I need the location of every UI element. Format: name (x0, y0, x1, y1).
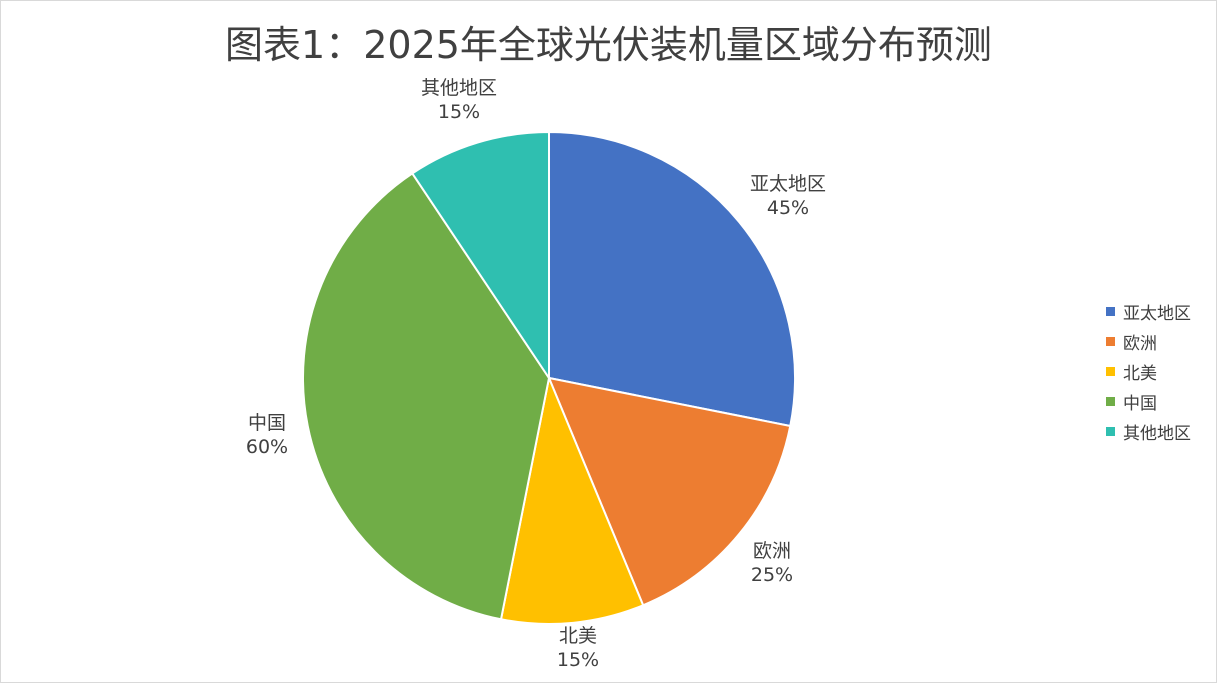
legend-item: 北美 (1106, 356, 1216, 386)
legend-swatch (1106, 336, 1115, 346)
pie-slice-3 (499, 374, 645, 625)
slice-category-label: 北美 (559, 625, 597, 647)
slice-value-label: 60% (246, 436, 288, 458)
slice-category-label: 亚太地区 (750, 173, 826, 195)
legend-swatch (1106, 396, 1115, 406)
legend-label: 欧洲 (1123, 333, 1157, 354)
slice-category-label: 欧洲 (753, 540, 791, 562)
slice-category-label: 其他地区 (421, 77, 497, 99)
legend-item: 中国 (1106, 386, 1216, 416)
pie-slice-1 (548, 130, 796, 428)
legend-label: 中国 (1123, 393, 1157, 414)
slice-value-label: 15% (557, 649, 599, 671)
pie-slice-2 (547, 376, 792, 607)
slice-category-label: 中国 (248, 412, 286, 434)
legend-item: 亚太地区 (1106, 296, 1216, 326)
legend-label: 其他地区 (1123, 423, 1191, 444)
legend-swatch (1106, 426, 1115, 436)
legend-label: 亚太地区 (1123, 303, 1191, 324)
legend-item: 其他地区 (1106, 416, 1216, 446)
legend-label: 北美 (1123, 363, 1157, 384)
pie-slice-4 (302, 172, 551, 621)
pie-slice-5 (410, 130, 550, 382)
slice-value-label: 45% (767, 197, 809, 219)
slice-value-label: 25% (751, 564, 793, 586)
chart-title: 图表1：2025年全球光伏装机量区域分布预测 (225, 23, 992, 67)
slice-value-label: 15% (438, 101, 480, 123)
legend-item: 欧洲 (1106, 326, 1216, 356)
chart-legend: 亚太地区欧洲北美中国其他地区 (1106, 296, 1216, 446)
legend-swatch (1106, 366, 1115, 376)
legend-swatch (1106, 306, 1115, 316)
